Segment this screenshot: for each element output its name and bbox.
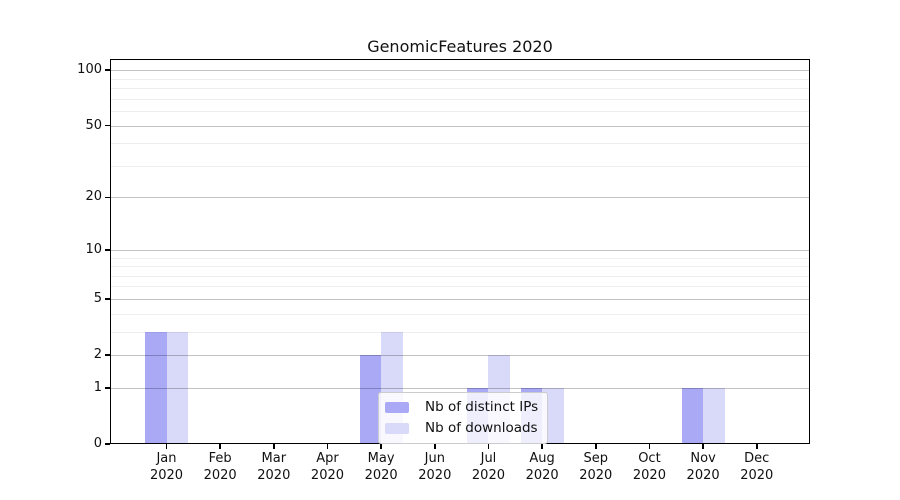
x-tick-may — [380, 444, 382, 449]
y-tick-label-1: 1 — [93, 379, 102, 395]
x-tick-label-apr: Apr 2020 — [310, 451, 345, 483]
gridline-major-2 — [110, 355, 810, 357]
gridline-minor-6 — [110, 286, 810, 288]
plot-area — [110, 59, 810, 444]
legend-swatch-distinct-ips — [385, 402, 409, 413]
legend-item-distinct-ips: Nb of distinct IPs — [385, 399, 538, 416]
x-tick-label-dec: Dec 2020 — [740, 451, 774, 483]
gridline-major-100 — [110, 70, 810, 72]
x-tick-sep — [595, 444, 597, 449]
x-tick-jun — [434, 444, 436, 449]
x-tick-oct — [648, 444, 651, 449]
gridline-minor-90 — [110, 78, 810, 80]
y-tick-label-0: 0 — [93, 436, 102, 451]
gridline-minor-40 — [110, 143, 810, 145]
x-tick-mar — [273, 444, 275, 449]
y-tick-label-50: 50 — [85, 117, 102, 133]
x-tick-feb — [219, 444, 221, 449]
x-tick-label-oct: Oct 2020 — [632, 451, 666, 483]
gridline-minor-30 — [110, 165, 810, 167]
legend-label-downloads: Nb of downloads — [425, 420, 538, 436]
x-tick-dec — [756, 444, 758, 449]
x-tick-aug — [541, 444, 543, 449]
y-tick-2 — [105, 354, 110, 356]
bar-distinct-ips-nov — [681, 387, 704, 444]
y-tick-10 — [105, 249, 110, 251]
gridline-major-20 — [110, 197, 810, 199]
gridline-minor-7 — [110, 275, 810, 277]
y-tick-50 — [105, 124, 110, 127]
x-tick-jan — [165, 444, 168, 449]
y-tick-0 — [105, 443, 110, 445]
y-tick-label-20: 20 — [85, 189, 102, 205]
x-tick-label-sep: Sep 2020 — [579, 451, 613, 483]
gridline-major-5 — [110, 298, 810, 300]
legend-swatch-downloads — [385, 423, 409, 434]
y-tick-label-5: 5 — [93, 290, 102, 306]
y-tick-label-10: 10 — [85, 241, 102, 257]
legend: Nb of distinct IPs Nb of downloads — [378, 392, 549, 444]
x-tick-label-feb: Feb 2020 — [203, 451, 237, 483]
y-tick-label-100: 100 — [77, 62, 102, 78]
bar-downloads-jan — [166, 331, 188, 444]
x-tick-label-jan: Jan 2020 — [149, 451, 184, 483]
gridline-minor-4 — [110, 313, 810, 315]
y-tick-20 — [105, 196, 110, 199]
gridline-major-10 — [110, 249, 810, 251]
bar-downloads-nov — [703, 387, 725, 444]
x-tick-label-nov: Nov 2020 — [686, 451, 720, 483]
gridline-minor-80 — [110, 88, 810, 90]
gridline-minor-60 — [110, 111, 810, 113]
chart-title: GenomicFeatures 2020 — [367, 37, 553, 56]
gridline-minor-9 — [110, 257, 810, 259]
bar-distinct-ips-jan — [145, 331, 167, 444]
y-tick-label-2: 2 — [93, 347, 102, 363]
legend-item-downloads: Nb of downloads — [385, 420, 538, 437]
gridline-minor-3 — [110, 331, 810, 333]
x-tick-apr — [326, 444, 329, 449]
gridline-major-1 — [110, 387, 810, 389]
gridline-major-50 — [110, 125, 810, 127]
x-tick-jul — [487, 444, 490, 449]
gridline-minor-8 — [110, 266, 810, 268]
x-tick-label-aug: Aug 2020 — [525, 451, 559, 483]
x-tick-label-may: May 2020 — [364, 451, 398, 483]
x-tick-label-jun: Jun 2020 — [418, 451, 452, 483]
x-tick-nov — [702, 444, 704, 449]
y-tick-100 — [105, 69, 110, 71]
y-tick-1 — [105, 387, 110, 389]
gridline-minor-70 — [110, 98, 810, 100]
bar-distinct-ips-may — [359, 355, 382, 444]
y-tick-5 — [105, 298, 110, 300]
x-tick-label-jul: Jul 2020 — [471, 451, 505, 483]
legend-label-distinct-ips: Nb of distinct IPs — [425, 399, 539, 415]
x-tick-label-mar: Mar 2020 — [257, 451, 291, 483]
